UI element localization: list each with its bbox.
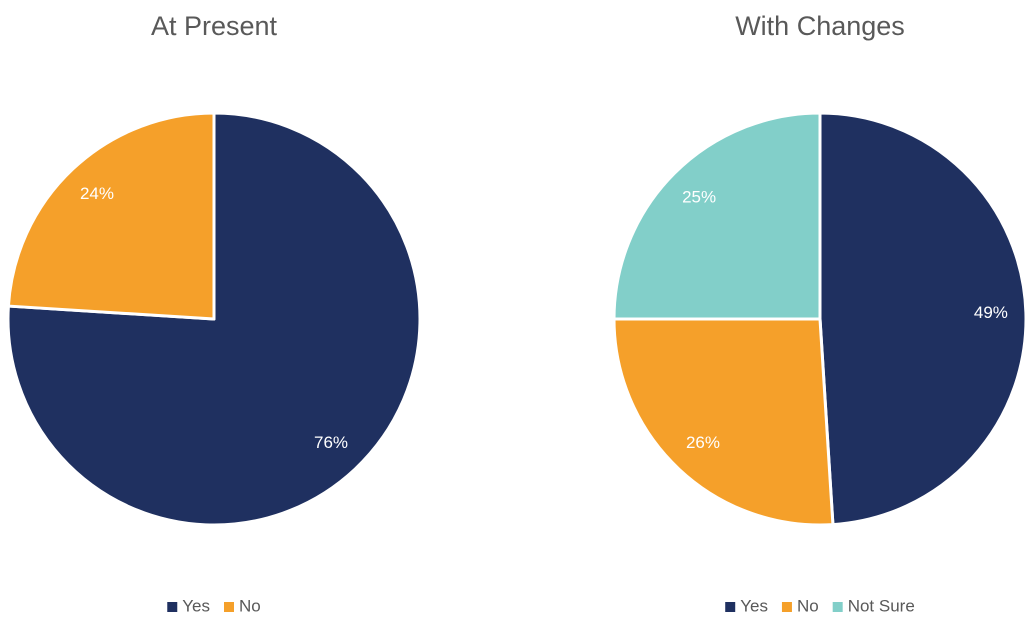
legend-swatch [224,602,234,612]
pie-slice [612,111,822,321]
legend-label: Yes [182,596,210,615]
legend-label: Yes [740,596,768,615]
pie-slice [6,111,422,527]
chart-title: At Present [151,11,278,41]
legend-swatch [725,602,736,612]
legend-label: Not Sure [848,596,915,615]
data-label: 24% [80,184,114,203]
pie-slice [6,111,216,321]
pie-slice [612,317,835,527]
data-label: 76% [314,433,348,452]
chart-title: With Changes [735,11,905,41]
data-label: 25% [682,188,716,207]
legend-label: No [797,596,819,615]
legend-swatch [781,602,792,612]
legend-swatch [832,602,843,612]
legend-swatch [167,602,178,612]
data-label: 49% [974,303,1008,322]
data-label: 26% [686,433,720,452]
legend-label: No [239,596,261,615]
